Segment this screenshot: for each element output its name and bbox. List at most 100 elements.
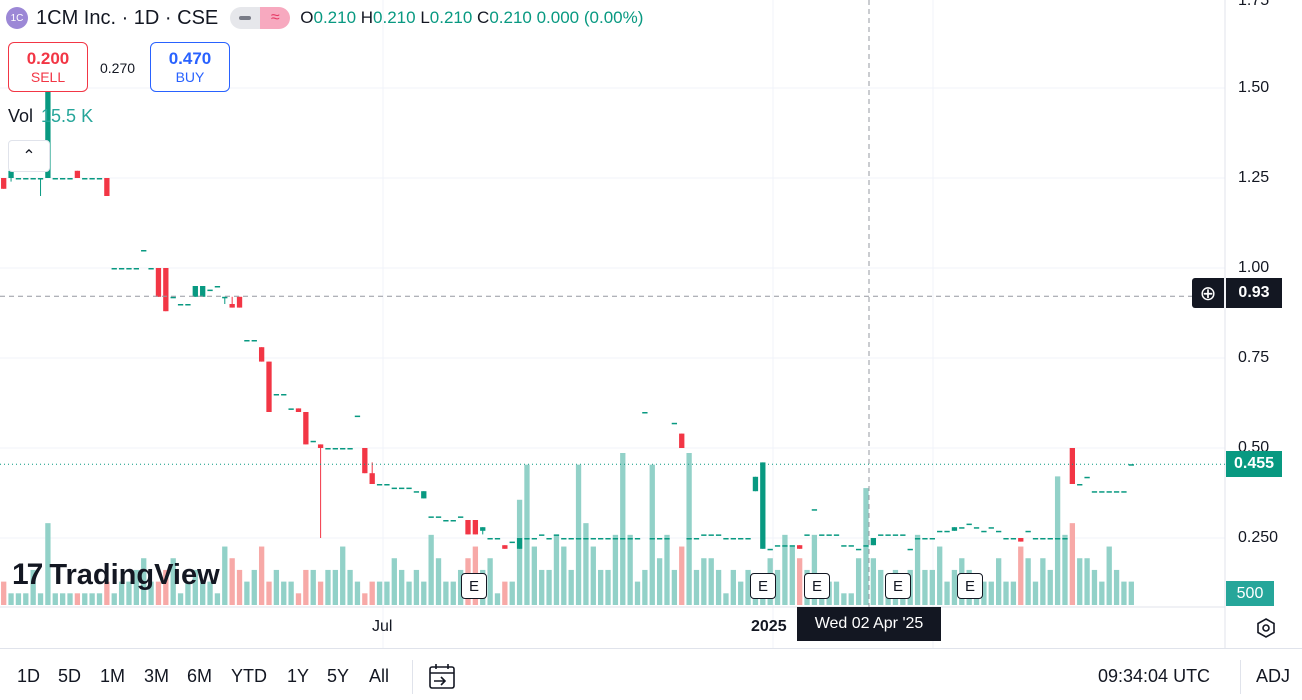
crosshair-price-label: 0.93 (1226, 278, 1282, 308)
volume-bar (693, 569, 700, 605)
range-all[interactable]: All (369, 666, 390, 686)
volume-bar (841, 593, 847, 605)
candle-body (1106, 491, 1112, 493)
volume-bar (406, 581, 412, 605)
buy-button[interactable]: 0.470 BUY (150, 42, 230, 92)
candle-body (1003, 538, 1009, 540)
sell-button[interactable]: 0.200 SELL (8, 42, 88, 92)
earnings-badge[interactable]: E (461, 573, 487, 599)
range-5d[interactable]: 5D (58, 666, 82, 686)
range-6m[interactable]: 6M (187, 666, 213, 686)
volume-bar (715, 569, 722, 605)
volume-bar (524, 464, 530, 605)
chart-mode-toggle[interactable]: ≈ (230, 7, 291, 29)
time-tick-year: 2025 (751, 618, 787, 635)
range-ytd[interactable]: YTD (231, 666, 267, 686)
earnings-badge[interactable]: E (804, 573, 830, 599)
earnings-badge[interactable]: E (750, 573, 776, 599)
volume-bar (317, 581, 324, 605)
candle-body (516, 538, 523, 549)
volume-bar (811, 534, 818, 605)
candle-body (760, 462, 766, 549)
volume-bar (391, 558, 397, 605)
candle-body (664, 538, 670, 540)
candle-body (465, 520, 471, 535)
volume-bar (421, 581, 427, 605)
wave-icon[interactable]: ≈ (260, 7, 291, 29)
volume-bar (67, 593, 73, 605)
volume-bar (1077, 558, 1083, 605)
tradingview-watermark: 17 TradingView (12, 558, 220, 592)
candle-body (52, 178, 58, 180)
range-3m[interactable]: 3M (144, 666, 170, 686)
symbol-title[interactable]: 1CM Inc. · 1D · CSE (36, 6, 219, 29)
candle-body (23, 178, 29, 180)
candle-body (273, 394, 280, 396)
collapse-legend-button[interactable]: ⌃ (8, 140, 50, 172)
go-to-date-icon[interactable] (428, 663, 458, 696)
volume-bar (1084, 558, 1090, 605)
price-tick: 1.00 (1238, 259, 1270, 276)
adjust-toggle[interactable]: ADJ (1256, 666, 1291, 686)
utc-clock[interactable]: 09:34:04 UTC (1098, 666, 1211, 686)
volume-bar (1010, 581, 1017, 605)
candle-body (443, 520, 449, 522)
volume-bar (104, 581, 110, 605)
candle-body (819, 534, 825, 536)
volume-bar (177, 593, 184, 605)
volume-bar (568, 569, 574, 605)
earnings-badge[interactable]: E (957, 573, 983, 599)
volume-bar (443, 581, 449, 605)
earnings-badge[interactable]: E (885, 573, 911, 599)
volume-bar (708, 558, 714, 605)
candle-body (1025, 530, 1031, 533)
volume-bar (583, 523, 589, 605)
candle-body (1, 178, 7, 189)
minimize-icon[interactable] (230, 7, 261, 29)
candle-body (841, 545, 847, 547)
candle-body (723, 538, 729, 540)
range-1d[interactable]: 1D (17, 666, 41, 686)
candle-body (281, 394, 287, 396)
volume-bar (303, 569, 309, 605)
candle-body (561, 538, 567, 540)
candle-body (406, 487, 412, 490)
volume-bar (23, 593, 29, 605)
volume-bar (745, 569, 751, 605)
candle-body (317, 444, 324, 448)
candle-body (612, 538, 619, 540)
volume-bar (988, 581, 994, 605)
ohlc-value: 0.210 (313, 8, 361, 27)
candle-body (693, 538, 700, 540)
volume-bar (929, 569, 935, 605)
range-5y[interactable]: 5Y (327, 666, 350, 686)
tradingview-logo-icon: 17 (12, 558, 43, 591)
volume-bar (450, 581, 456, 605)
volume-bar (981, 581, 987, 605)
volume-bar (1062, 534, 1068, 605)
add-alert-plus-icon[interactable]: ⊕ (1192, 278, 1224, 308)
candle-body (981, 530, 987, 533)
volume-bar (163, 569, 169, 605)
candle-body (575, 538, 582, 540)
settings-icon[interactable] (1254, 616, 1278, 640)
bottom-toolbar (0, 648, 1302, 700)
candle-body (295, 408, 302, 412)
volume-bar (273, 569, 280, 605)
candle-body (8, 170, 14, 178)
candle-body (177, 304, 184, 306)
volume-bar (52, 593, 58, 605)
volume-bar (281, 581, 287, 605)
volume-bar (590, 546, 596, 605)
volume-legend[interactable]: Vol 15.5 K (8, 106, 93, 127)
range-1y[interactable]: 1Y (287, 666, 310, 686)
range-1m[interactable]: 1M (100, 666, 126, 686)
volume-price-label: 500 (1226, 581, 1274, 606)
candle-body (738, 538, 744, 540)
candle-body (170, 296, 176, 299)
price-chart[interactable] (0, 0, 1302, 648)
volume-bar (192, 569, 198, 605)
volume-bar (96, 593, 103, 605)
volume-bar (457, 569, 464, 605)
candle-body (649, 538, 655, 540)
